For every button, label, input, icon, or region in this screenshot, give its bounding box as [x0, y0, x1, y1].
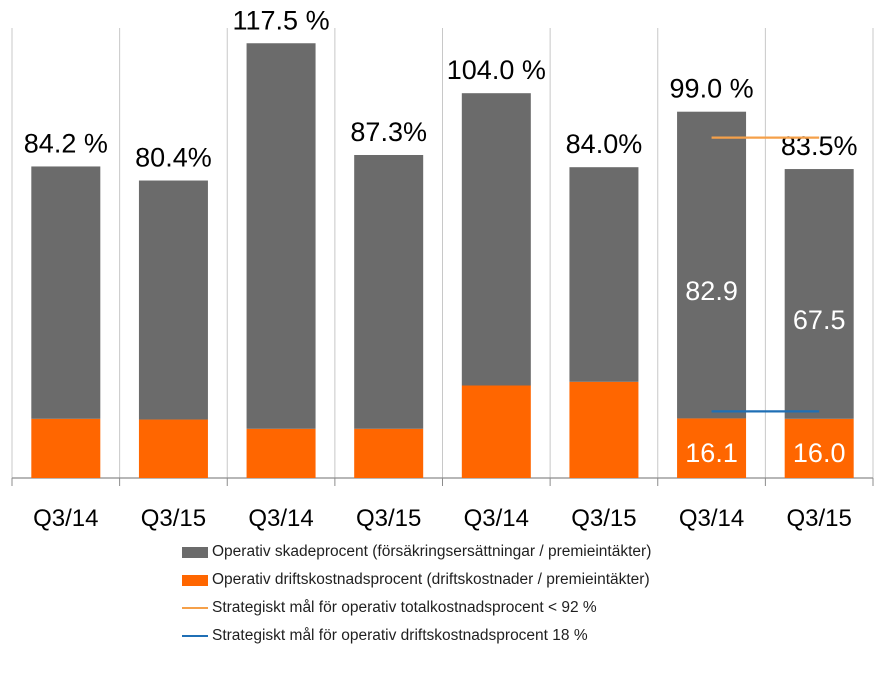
- bar-segment-expense-ratio: [677, 418, 747, 478]
- chart-legend: Operativ skadeprocent (försäkringsersätt…: [182, 538, 651, 650]
- bar-segment-expense-ratio: [138, 419, 208, 478]
- bar-segment-claims-ratio: [784, 169, 854, 419]
- data-label-expense-ratio: 16.1: [685, 438, 738, 468]
- x-tick-label: Q3/14: [33, 505, 98, 532]
- x-tick-label: Q3/15: [356, 505, 421, 532]
- stacked-bar-chart: 84.2 % Q3/14 80.4% Q3/15 117.5 % Q3/14 87.3% Q3…: [11, 5, 874, 532]
- bar-segment-expense-ratio: [31, 418, 101, 478]
- bar-segment-expense-ratio: [461, 385, 531, 478]
- bar-segment-expense-ratio: [784, 418, 854, 478]
- legend-swatch-expense: [182, 574, 208, 586]
- bar-segment-claims-ratio: [354, 154, 424, 429]
- x-tick-label: Q3/14: [464, 505, 529, 532]
- legend-item-claims-ratio: Operativ skadeprocent (försäkringsersätt…: [182, 538, 651, 566]
- legend-label-claims: Operativ skadeprocent (försäkringsersätt…: [212, 543, 652, 560]
- legend-item-expense-ratio: Operativ driftskostnadsprocent (driftsko…: [182, 566, 651, 594]
- bar-segment-expense-ratio: [354, 428, 424, 478]
- total-value-label: 83.5%: [781, 131, 858, 161]
- bar-segment-claims-ratio: [677, 111, 747, 419]
- data-label-claims-ratio: 82.9: [685, 276, 738, 306]
- x-tick-label: Q3/14: [248, 505, 313, 532]
- total-value-label: 87.3%: [350, 117, 427, 147]
- legend-item-expense-target: Strategiskt mål för operativ driftskostn…: [182, 622, 651, 650]
- total-value-label: 80.4%: [135, 143, 212, 173]
- bar-segment-claims-ratio: [138, 180, 208, 420]
- bar-segment-expense-ratio: [569, 381, 639, 478]
- x-tick-label: Q3/15: [141, 505, 206, 532]
- data-label-claims-ratio: 67.5: [793, 305, 846, 335]
- data-label-expense-ratio: 16.0: [793, 438, 846, 468]
- legend-item-total-target: Strategiskt mål för operativ totalkostna…: [182, 594, 651, 622]
- total-value-label: 84.0%: [566, 129, 643, 159]
- legend-label-expense-target: Strategiskt mål för operativ driftskostn…: [212, 627, 588, 644]
- total-value-label: 117.5 %: [233, 5, 330, 35]
- bar-segment-claims-ratio: [461, 93, 531, 386]
- bar-segment-expense-ratio: [246, 428, 316, 478]
- x-tick-label: Q3/15: [571, 505, 636, 532]
- bar-segment-claims-ratio: [31, 166, 101, 419]
- legend-line-total-target: [182, 607, 208, 609]
- x-tick-label: Q3/14: [679, 505, 744, 532]
- legend-line-expense-target: [182, 635, 208, 637]
- x-tick-label: Q3/15: [786, 505, 851, 532]
- legend-swatch-claims: [182, 546, 208, 558]
- bar-segment-claims-ratio: [246, 43, 316, 429]
- total-value-label: 99.0 %: [670, 74, 754, 104]
- legend-label-total-target: Strategiskt mål för operativ totalkostna…: [212, 599, 597, 616]
- total-value-label: 104.0 %: [447, 55, 546, 85]
- total-value-label: 84.2 %: [24, 128, 108, 158]
- legend-label-expense: Operativ driftskostnadsprocent (driftsko…: [212, 571, 650, 588]
- bar-segment-claims-ratio: [569, 167, 639, 382]
